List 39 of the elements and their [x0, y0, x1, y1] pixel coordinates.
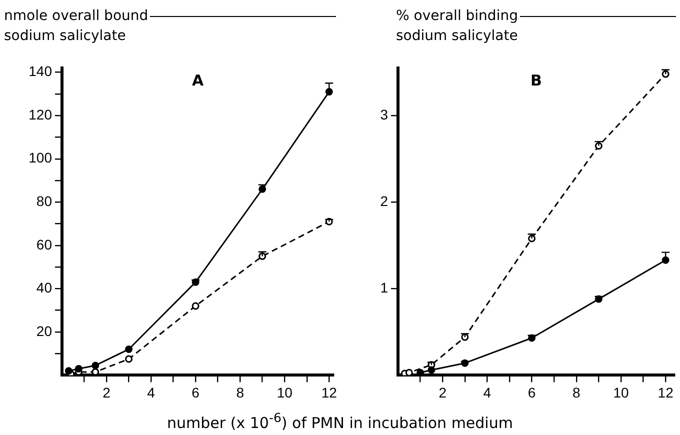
y-tick-label: 3 [380, 106, 388, 122]
point [325, 88, 333, 96]
point [258, 185, 266, 193]
x-tick-label: 4 [147, 384, 156, 400]
point [92, 362, 100, 370]
point [662, 256, 670, 264]
y-tick-label: 140 [28, 63, 52, 80]
point [405, 368, 413, 376]
x-tick-label: 2 [438, 384, 447, 400]
point [125, 355, 133, 363]
x-tick-label: 12 [658, 384, 674, 400]
x-axis-title: number (x 10$^{-6}$) of PMN in incubation medium [166, 410, 514, 432]
y-tick-label: 80 [36, 192, 52, 209]
x-tick-label: 8 [236, 384, 244, 400]
y-tick-label: 20 [36, 322, 52, 339]
x-tick-label: 2 [102, 384, 111, 400]
point [428, 366, 436, 374]
y-tick-label: 100 [28, 150, 52, 166]
point [74, 364, 82, 372]
point [192, 302, 200, 310]
point [64, 367, 72, 375]
y-tick-label: 2 [380, 192, 388, 209]
point [92, 368, 100, 376]
y-axis-title: nmole overall bound sodium salicylate [4, 7, 148, 46]
x-tick-label: 12 [321, 384, 338, 400]
x-tick-label: 6 [192, 384, 200, 400]
x-tick-label: 10 [613, 384, 629, 400]
y-tick-label: 120 [28, 106, 52, 122]
y-tick-label: 1 [380, 280, 388, 296]
y-tick-label: 60 [36, 236, 52, 252]
y-tick-label: 40 [36, 280, 52, 296]
x-tick-label: 6 [528, 384, 536, 400]
x-tick-label: 10 [276, 384, 293, 400]
chart-title: B [530, 71, 542, 90]
point [125, 345, 133, 353]
y-axis-title: % overall binding sodium salicylate [396, 7, 518, 46]
x-tick-label: 4 [483, 384, 492, 400]
x-tick-label: 8 [572, 384, 580, 400]
chart-title: A [192, 71, 204, 90]
